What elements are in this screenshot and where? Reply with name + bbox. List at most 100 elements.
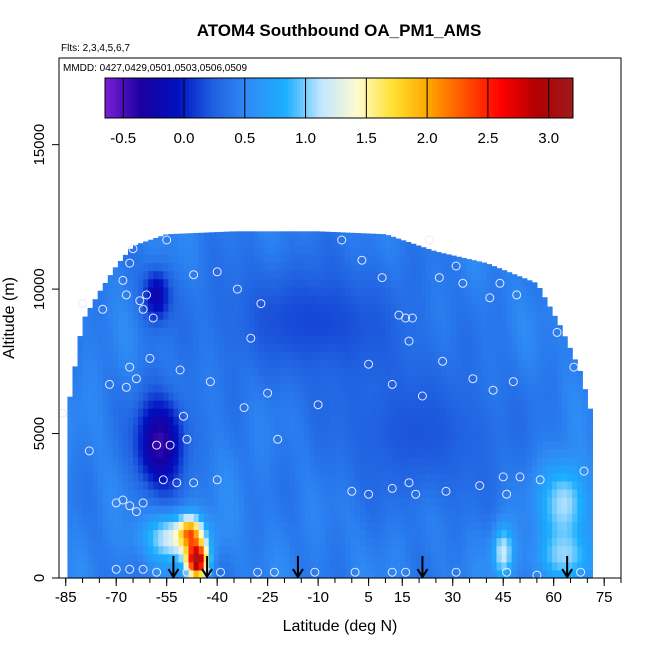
heatmap-cell bbox=[425, 553, 432, 563]
heatmap-cell bbox=[264, 270, 270, 280]
heatmap-cell bbox=[208, 529, 215, 539]
heatmap-cell bbox=[239, 278, 245, 288]
heatmap-cell bbox=[562, 521, 568, 531]
heatmap-cell bbox=[400, 270, 407, 280]
heatmap-cell bbox=[274, 400, 281, 409]
heatmap-cell bbox=[239, 440, 245, 450]
heatmap-cell bbox=[471, 529, 477, 539]
heatmap-cell bbox=[279, 424, 286, 433]
heatmap-cell bbox=[486, 545, 493, 555]
heatmap-cell bbox=[324, 537, 331, 547]
heatmap-cell bbox=[511, 375, 518, 385]
heatmap-cell bbox=[355, 416, 361, 425]
heatmap-cell bbox=[521, 302, 528, 312]
colorbar-tick-label: 1.5 bbox=[356, 130, 377, 147]
heatmap-cell bbox=[526, 335, 533, 345]
heatmap-cell bbox=[355, 529, 361, 539]
heatmap-cell bbox=[138, 367, 144, 377]
heatmap-cell bbox=[148, 383, 154, 393]
heatmap-cell bbox=[536, 335, 543, 345]
heatmap-cell bbox=[506, 327, 513, 336]
heatmap-cell bbox=[355, 472, 361, 482]
heatmap-cell bbox=[471, 521, 477, 531]
heatmap-cell bbox=[350, 232, 356, 239]
heatmap-cell bbox=[274, 359, 281, 369]
heatmap-cell bbox=[279, 231, 286, 239]
heatmap-cell bbox=[208, 302, 215, 312]
heatmap-cell bbox=[506, 521, 513, 531]
heatmap-cell bbox=[193, 408, 200, 417]
heatmap-cell bbox=[552, 505, 558, 514]
heatmap-cell bbox=[319, 400, 326, 409]
heatmap-cell bbox=[501, 270, 508, 280]
heatmap-cell bbox=[329, 327, 336, 336]
heatmap-cell bbox=[476, 456, 482, 466]
heatmap-cell bbox=[334, 480, 341, 490]
heatmap-cell bbox=[223, 391, 230, 401]
heatmap-cell bbox=[567, 472, 573, 482]
heatmap-cell bbox=[587, 448, 593, 458]
heatmap-cell bbox=[319, 294, 326, 304]
heatmap-cell bbox=[269, 231, 275, 239]
x-tick-label: -70 bbox=[105, 589, 127, 606]
heatmap-cell bbox=[526, 359, 533, 369]
heatmap-cell bbox=[425, 545, 432, 555]
heatmap-cell bbox=[153, 529, 159, 539]
heatmap-cell bbox=[213, 367, 220, 377]
heatmap-cell bbox=[345, 311, 351, 320]
heatmap-cell bbox=[370, 319, 376, 328]
heatmap-cell bbox=[476, 286, 482, 296]
heatmap-cell bbox=[562, 464, 568, 474]
heatmap-cell bbox=[183, 383, 190, 393]
heatmap-cell bbox=[501, 408, 508, 417]
heatmap-cell bbox=[511, 505, 518, 514]
heatmap-cell bbox=[415, 375, 422, 385]
colorbar-segment bbox=[315, 78, 319, 118]
heatmap-cell bbox=[77, 561, 84, 571]
heatmap-cell bbox=[284, 335, 291, 345]
heatmap-cell bbox=[97, 408, 104, 417]
heatmap-cell bbox=[355, 521, 361, 531]
heatmap-cell bbox=[370, 561, 376, 571]
heatmap-cell bbox=[264, 432, 270, 442]
heatmap-cell bbox=[138, 497, 144, 506]
heatmap-cell bbox=[143, 400, 149, 409]
heatmap-cell bbox=[521, 311, 528, 320]
heatmap-cell bbox=[218, 513, 225, 522]
heatmap-cell bbox=[536, 359, 543, 369]
heatmap-cell bbox=[350, 278, 356, 288]
heatmap-cell bbox=[259, 505, 265, 514]
heatmap-cell bbox=[158, 375, 164, 385]
heatmap-cell bbox=[294, 367, 301, 377]
heatmap-cell bbox=[314, 335, 321, 345]
heatmap-cell bbox=[274, 537, 281, 547]
heatmap-cell bbox=[289, 545, 296, 555]
heatmap-cell bbox=[304, 327, 311, 336]
heatmap-cell bbox=[102, 513, 109, 522]
heatmap-cell bbox=[112, 440, 119, 450]
heatmap-cell bbox=[440, 359, 447, 369]
heatmap-cell bbox=[82, 497, 89, 506]
heatmap-cell bbox=[239, 335, 245, 345]
heatmap-cell bbox=[400, 278, 407, 288]
heatmap-cell bbox=[133, 302, 139, 312]
heatmap-cell bbox=[390, 440, 397, 450]
heatmap-cell bbox=[127, 553, 134, 563]
colorbar-segment bbox=[468, 78, 472, 118]
heatmap-cell bbox=[244, 311, 250, 320]
heatmap-cell bbox=[168, 400, 175, 409]
colorbar-segment bbox=[402, 78, 406, 118]
heatmap-cell bbox=[370, 246, 376, 256]
heatmap-cell bbox=[319, 521, 326, 531]
heatmap-cell bbox=[451, 561, 457, 571]
heatmap-cell bbox=[486, 529, 493, 539]
heatmap-cell bbox=[254, 464, 260, 474]
heatmap-cell bbox=[208, 440, 215, 450]
heatmap-cell bbox=[183, 545, 190, 555]
heatmap-cell bbox=[244, 440, 250, 450]
heatmap-cell bbox=[476, 311, 482, 320]
heatmap-cell bbox=[334, 375, 341, 385]
colorbar-segment bbox=[429, 78, 433, 118]
heatmap-cell bbox=[395, 505, 402, 514]
heatmap-cell bbox=[390, 472, 397, 482]
